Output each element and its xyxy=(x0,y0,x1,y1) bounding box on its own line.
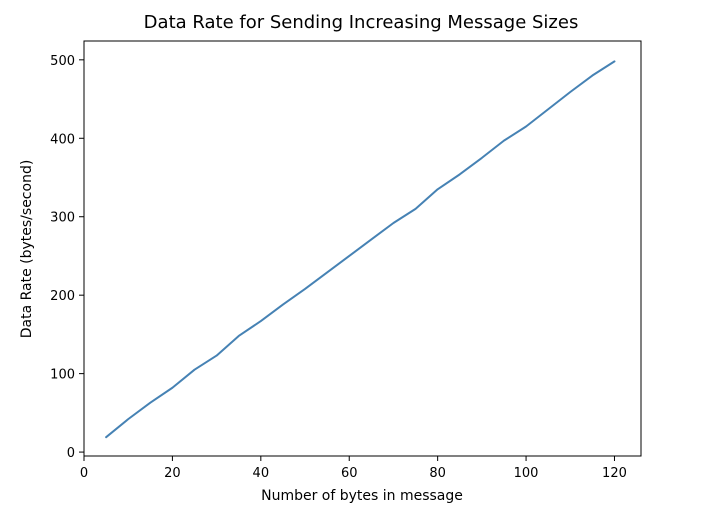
y-axis-title: Data Rate (bytes/second) xyxy=(19,160,35,339)
y-tick-label: 400 xyxy=(50,132,75,147)
plot-area-frame xyxy=(83,40,642,457)
y-tick-label: 300 xyxy=(50,211,75,226)
x-axis-title: Number of bytes in message xyxy=(261,488,463,504)
chart-title: Data Rate for Sending Increasing Message… xyxy=(144,12,579,33)
x-tick-label: 0 xyxy=(80,466,88,481)
series-layer xyxy=(105,60,616,439)
x-axis: 0 20 40 60 80 100 120 xyxy=(80,456,627,481)
y-tick-label: 200 xyxy=(50,289,75,304)
x-tick-label: 100 xyxy=(514,466,539,481)
y-tick-label: 500 xyxy=(50,54,75,69)
y-tick-label: 100 xyxy=(50,368,75,383)
x-tick-label: 120 xyxy=(602,466,627,481)
y-tick-label: 0 xyxy=(67,446,75,461)
x-tick-label: 40 xyxy=(253,466,270,481)
x-tick-label: 20 xyxy=(164,466,181,481)
y-axis: 0 100 200 300 400 500 xyxy=(50,54,84,461)
x-tick-label: 60 xyxy=(341,466,358,481)
series-line xyxy=(105,60,616,439)
x-tick-label: 80 xyxy=(429,466,446,481)
